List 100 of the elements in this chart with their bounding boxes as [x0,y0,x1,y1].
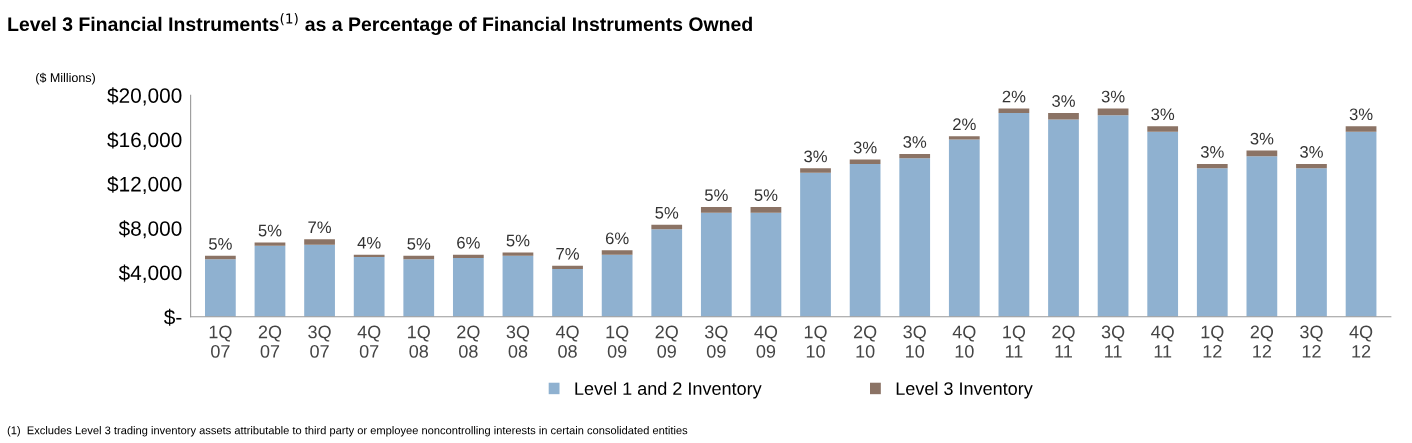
x-tick-label: 3Q 10 [903,325,926,358]
y-tick-label: $20,000 [107,87,182,106]
annotation: 3% [1151,108,1175,121]
annotation: 3% [1300,146,1323,158]
bar [849,159,881,164]
y-tick-label: $- [163,308,182,326]
bar [800,172,831,317]
bar [1345,126,1377,132]
bar [750,212,782,317]
bar [601,250,633,255]
bar [948,139,980,317]
bar [403,255,435,260]
annotation: 4% [357,236,381,249]
annotation: 3% [804,150,827,163]
x-tick-label: 2Q 07 [258,325,282,358]
annotation: 6% [457,236,480,249]
annotation: 3% [853,141,877,154]
chart-title: Level 3 Financial Instruments$^{(1)}$ as a Percentage of Financial Instruments Owned [8,13,752,36]
bar [403,259,435,317]
bar [552,269,583,317]
bar [750,207,782,213]
x-tick-label: 4Q 10 [952,325,976,358]
x-tick-label: 1Q 07 [209,325,232,358]
annotation: 5% [754,189,778,202]
x-tick-label: 4Q 07 [357,325,381,358]
annotation: 2% [953,118,976,131]
x-tick-label: 1Q 08 [408,325,430,358]
annotation: 5% [655,207,679,219]
x-tick-label: 3Q 07 [308,325,331,358]
x-tick-label: 2Q 10 [853,325,877,358]
legend-label: Level 1 and 2 Inventory [575,381,762,399]
text: ($ Millions) [36,72,95,85]
x-tick-label: 3Q 12 [1300,325,1323,358]
x-tick-label: 1Q 10 [804,325,827,358]
bar [254,245,286,317]
bar [353,256,385,317]
x-tick-label: 3Q 11 [1101,325,1125,358]
bar [1246,156,1278,317]
bar [899,158,931,317]
bar [1246,150,1278,157]
x-tick-label: 1Q 09 [606,325,629,358]
bar [452,254,484,259]
x-tick-label: 1Q 12 [1201,325,1224,358]
x-tick-label: 4Q 09 [754,325,778,358]
bar [552,265,583,270]
bar [1196,163,1228,169]
x-tick-label: 1Q 11 [1003,325,1026,358]
y-tick-label: $12,000 [107,175,182,195]
bar [700,207,732,213]
bar [304,244,335,317]
annotation: 5% [506,234,530,247]
x-tick-label: 2Q 11 [1052,325,1075,358]
bar [1097,115,1129,317]
annotation: 3% [1052,95,1075,107]
annotation: 5% [258,224,282,237]
annotation: 5% [407,238,431,250]
x-tick-label: 4Q 08 [555,325,579,358]
x-tick-label: 2Q 12 [1250,325,1274,358]
bar [1345,131,1377,317]
bar [800,168,831,173]
bar [651,229,683,317]
y-tick-label: $4,000 [118,264,182,283]
legend-label: Level 3 Inventory [896,381,1033,399]
bar [205,255,236,260]
annotation: 7% [308,221,332,234]
x-tick-label: 4Q 12 [1349,325,1373,358]
bar [304,239,335,245]
bar [948,136,980,140]
x-tick-label: 3Q 09 [704,325,728,358]
y-tick-label: $16,000 [107,131,182,150]
annotation: 3% [1250,132,1274,145]
annotation: 3% [1101,90,1125,103]
bar [1048,112,1079,120]
annotation: 7% [556,248,579,260]
annotation: 5% [209,238,232,250]
bar [998,112,1030,317]
bar [1196,168,1228,317]
bar [205,259,236,317]
bar [452,258,484,317]
bar [502,255,534,317]
bar [651,224,683,230]
annotation: 3% [1349,108,1373,121]
bar [899,153,931,159]
text: (1) Excludes Level 3 trading inventory assets attributable to third party or employee noncontrolling interests in certain consolidated entities [7,426,688,437]
x-tick-label: 4Q 11 [1151,325,1174,358]
annotation: 3% [1200,146,1224,158]
bar [1147,131,1179,317]
bar [1296,168,1327,317]
bar [601,254,633,317]
annotation: 6% [605,232,629,245]
annotation: 2% [1002,90,1026,103]
x-tick-label: 2Q 09 [655,325,678,358]
bar [353,254,385,257]
annotation: 5% [704,189,728,202]
y-tick-label: $8,000 [118,220,182,239]
x-tick-label: 2Q 08 [457,325,480,358]
annotation: 3% [903,136,927,148]
bar [1147,126,1179,132]
bar [1296,163,1327,169]
bar [700,212,732,317]
